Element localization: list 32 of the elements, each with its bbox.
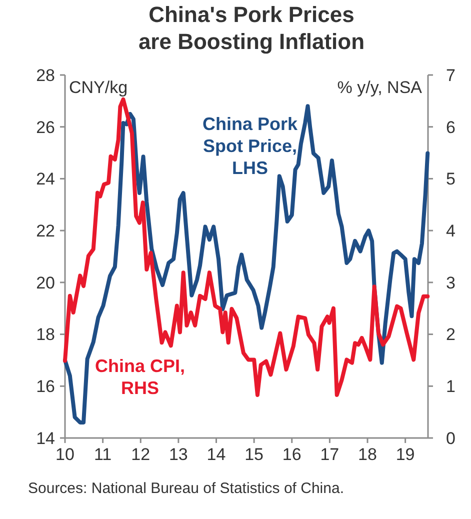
- x-tick-label: 19: [396, 445, 415, 464]
- x-tick-label: 10: [56, 445, 74, 464]
- y-tick-label: 24: [36, 170, 55, 189]
- y2-tick-label: 2: [446, 325, 456, 344]
- y2-tick-label: 4: [446, 222, 456, 241]
- x-tick-label: 12: [131, 445, 150, 464]
- y-axis-title: CNY/kg: [69, 78, 128, 97]
- x-tick-label: 13: [168, 445, 188, 464]
- source-note: Sources: National Bureau of Statistics of China.: [28, 480, 344, 497]
- series-label: China CPI, RHS: [94, 356, 186, 398]
- y-tick-label: 18: [36, 325, 55, 344]
- y-tick-label: 22: [36, 222, 55, 241]
- x-tick-label: 16: [282, 445, 302, 464]
- y-tick-label: 16: [36, 377, 55, 396]
- y-tick-label: 20: [36, 273, 55, 292]
- y2-tick-label: 7: [446, 66, 456, 85]
- x-tick-label: 14: [206, 445, 226, 464]
- y2-axis-title: % y/y, NSA: [337, 78, 423, 97]
- x-tick-label: 11: [94, 445, 112, 464]
- x-tick-label: 18: [358, 445, 377, 464]
- series-label: China Pork Spot Price, LHS: [202, 114, 298, 178]
- x-tick-label: 17: [320, 445, 340, 464]
- y2-tick-label: 6: [446, 118, 456, 137]
- y2-tick-label: 0: [446, 428, 456, 448]
- y2-tick-label: 3: [446, 273, 456, 292]
- y-tick-label: 26: [36, 118, 55, 137]
- y2-tick-label: 1: [446, 377, 456, 396]
- chart-title: China's Pork Prices are Boosting Inflation: [138, 2, 365, 54]
- x-tick-label: 15: [244, 445, 264, 464]
- y-tick-label: 28: [36, 66, 55, 85]
- y2-tick-label: 5: [446, 170, 456, 189]
- y-tick-label: 14: [36, 428, 55, 448]
